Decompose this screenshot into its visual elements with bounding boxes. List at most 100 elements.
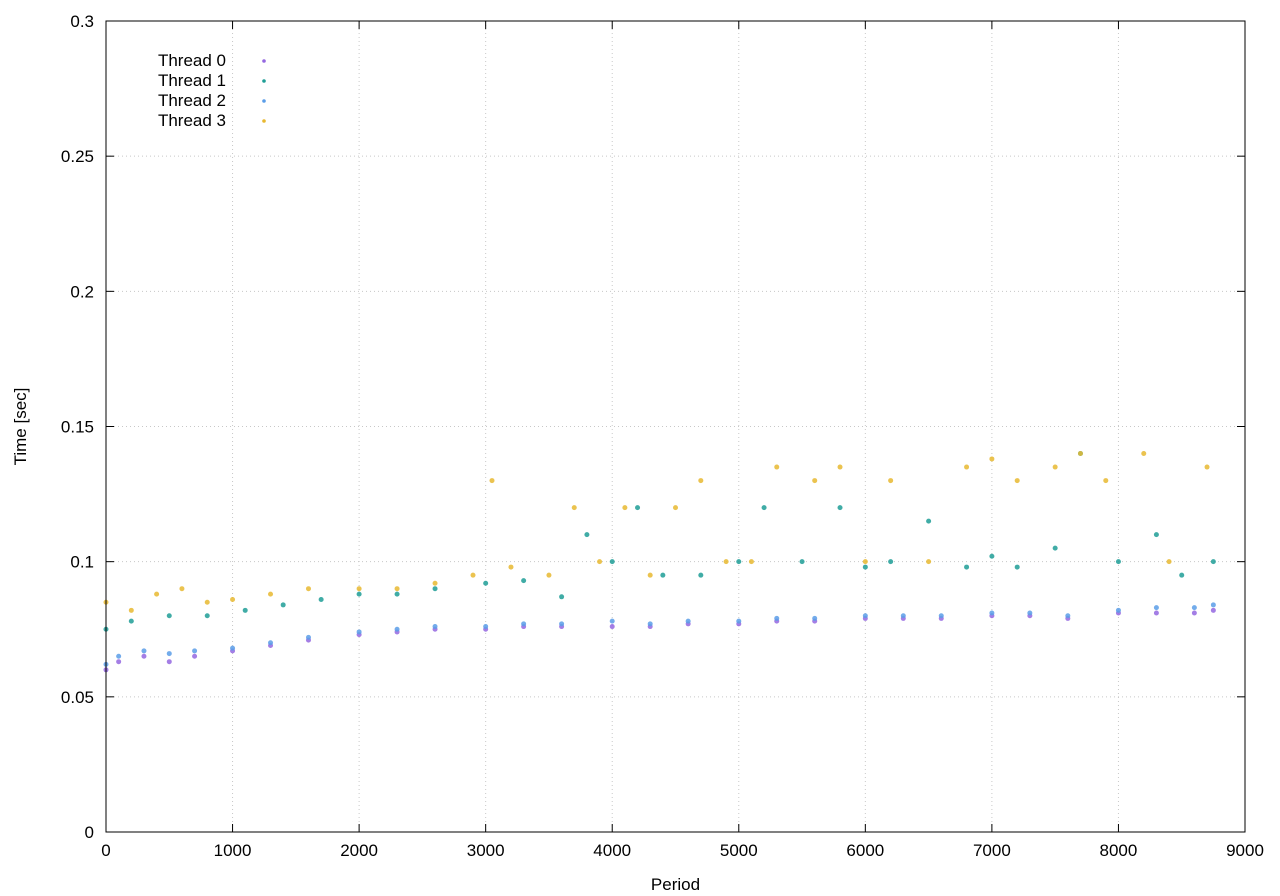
data-point: [597, 559, 603, 565]
data-point: [1115, 559, 1121, 565]
grid: [106, 21, 1245, 832]
data-point: [938, 613, 944, 619]
axis-ticks: 0 1000 2000 3000 4000 5000 6000 7000 8000 9000 0 0.…: [61, 12, 1264, 860]
data-point: [546, 572, 552, 578]
data-point: [647, 621, 653, 627]
x-tick-label: 1000: [214, 841, 252, 860]
data-point: [989, 456, 995, 462]
series-2: [103, 602, 1216, 667]
y-tick-label: 0.3: [70, 12, 94, 31]
x-tick-label: 5000: [720, 841, 758, 860]
data-point: [761, 505, 767, 511]
data-point: [1014, 564, 1020, 570]
data-point: [1153, 605, 1159, 611]
data-point: [280, 602, 286, 608]
x-tick-label: 3000: [467, 841, 505, 860]
data-point: [559, 594, 565, 600]
data-point: [989, 610, 995, 616]
data-point: [559, 621, 565, 627]
data-point: [774, 615, 780, 621]
data-point: [318, 597, 324, 603]
data-point: [609, 624, 615, 630]
data-point: [812, 615, 818, 621]
x-tick-label: 2000: [340, 841, 378, 860]
data-point: [483, 624, 489, 630]
data-point: [204, 599, 210, 605]
data-point: [230, 597, 236, 603]
data-point: [1065, 613, 1071, 619]
series-3: [103, 451, 1210, 613]
data-point: [888, 559, 894, 565]
data-point: [268, 591, 274, 597]
data-point: [862, 613, 868, 619]
data-point: [1153, 532, 1159, 538]
data-point: [470, 572, 476, 578]
data-point: [1077, 451, 1083, 457]
y-axis-title: Time [sec]: [11, 388, 30, 466]
legend-label: Thread 1: [158, 71, 226, 90]
data-point: [521, 578, 527, 584]
data-point: [1052, 464, 1058, 470]
data-point: [508, 564, 514, 570]
data-point: [394, 591, 400, 597]
data-point: [128, 607, 134, 613]
data-point: [926, 518, 932, 524]
data-point: [1191, 610, 1197, 616]
data-point: [736, 559, 742, 565]
data-point: [1115, 607, 1121, 613]
data-point: [723, 559, 729, 565]
x-tick-label: 6000: [846, 841, 884, 860]
series-1: [103, 451, 1216, 632]
data-point: [571, 505, 577, 511]
data-point: [736, 618, 742, 624]
data-point: [230, 645, 236, 651]
legend-marker: [262, 79, 266, 83]
data-point: [1153, 610, 1159, 616]
x-tick-label: 4000: [593, 841, 631, 860]
data-point: [204, 613, 210, 619]
data-point: [305, 634, 311, 640]
data-point: [432, 624, 438, 630]
data-point: [521, 621, 527, 627]
legend-label: Thread 3: [158, 111, 226, 130]
data-point: [888, 478, 894, 484]
data-point: [242, 607, 248, 613]
data-point: [837, 505, 843, 511]
data-point: [1210, 607, 1216, 613]
data-point: [166, 659, 172, 665]
data-point: [1166, 559, 1172, 565]
data-point: [356, 591, 362, 597]
data-point: [166, 651, 172, 657]
data-point: [116, 659, 122, 665]
legend-label: Thread 0: [158, 51, 226, 70]
data-point: [964, 564, 970, 570]
data-point: [1204, 464, 1210, 470]
legend-marker: [262, 99, 266, 103]
x-tick-label: 8000: [1100, 841, 1138, 860]
data-point: [1179, 572, 1185, 578]
data-point: [647, 572, 653, 578]
data-point: [432, 586, 438, 592]
data-point: [622, 505, 628, 511]
data-point: [141, 653, 147, 659]
data-point: [356, 629, 362, 635]
legend-marker: [262, 119, 266, 123]
data-point: [192, 648, 198, 654]
series-0: [103, 607, 1216, 673]
data-point: [1103, 478, 1109, 484]
data-point: [609, 618, 615, 624]
data-point: [166, 613, 172, 619]
data-point: [964, 464, 970, 470]
data-point: [609, 559, 615, 565]
data-point: [698, 572, 704, 578]
data-point: [179, 586, 185, 592]
data-point: [192, 653, 198, 659]
data-points: [103, 451, 1216, 673]
data-point: [748, 559, 754, 565]
data-point: [268, 640, 274, 646]
data-point: [1210, 559, 1216, 565]
y-tick-label: 0.2: [70, 282, 94, 301]
data-point: [673, 505, 678, 511]
data-point: [1210, 602, 1216, 608]
